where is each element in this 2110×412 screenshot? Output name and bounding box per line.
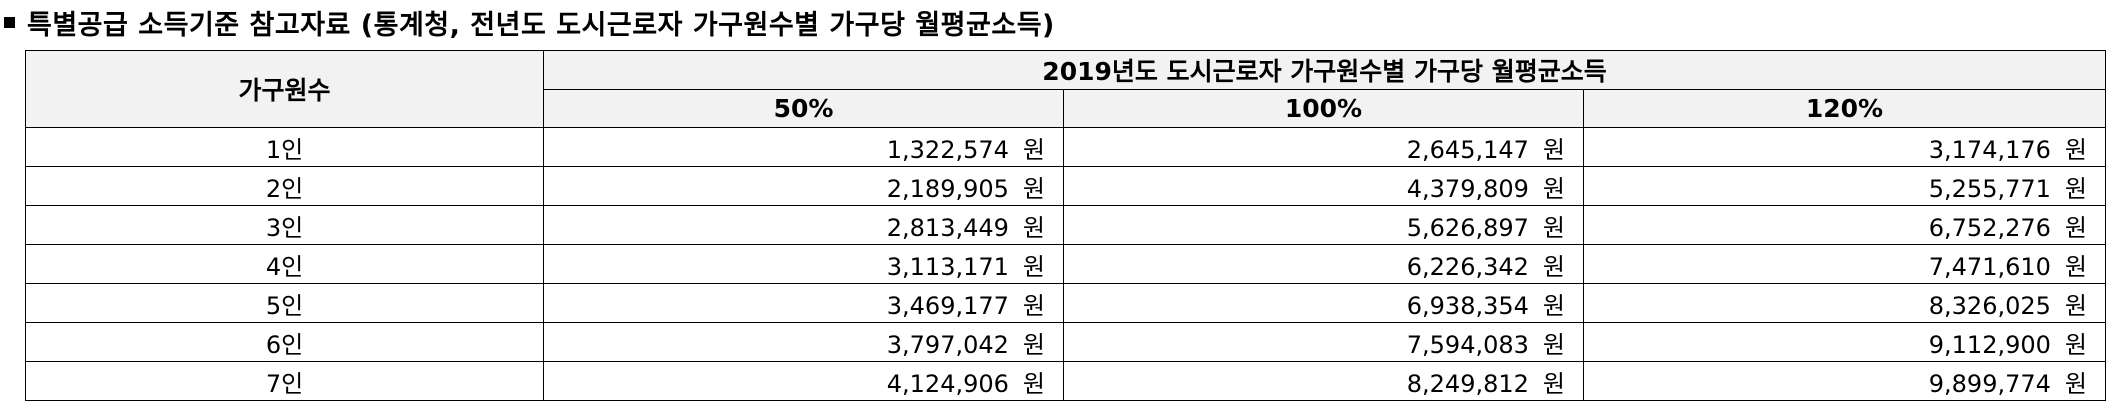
income-cell: 7,594,083 원	[1063, 322, 1584, 362]
income-group-header: 2019년도 도시근로자 가구원수별 가구당 월평균소득	[543, 50, 2106, 90]
header-row-group: 가구원수 2019년도 도시근로자 가구원수별 가구당 월평균소득	[25, 50, 2106, 128]
income-amount: 7,471,610	[1928, 252, 2051, 281]
currency-unit: 원	[1022, 291, 1045, 320]
household-size-cell: 5인	[25, 283, 544, 323]
table-row: 1인 1,322,574 원 2,645,147 원 3,174,176 원	[25, 127, 2106, 167]
income-cell: 8,326,025 원	[1583, 283, 2106, 323]
income-cell: 7,471,610 원	[1583, 244, 2106, 284]
household-size-cell: 3인	[25, 205, 544, 245]
income-cell: 4,379,809 원	[1063, 166, 1584, 206]
income-amount: 9,899,774	[1928, 369, 2051, 398]
income-amount: 6,752,276	[1928, 213, 2051, 242]
income-cell: 6,938,354 원	[1063, 283, 1584, 323]
page-title: 특별공급 소득기준 참고자료 (통계청, 전년도 도시근로자 가구원수별 가구당…	[27, 9, 1055, 41]
income-cell: 2,189,905 원	[543, 166, 1064, 206]
income-cell: 3,113,171 원	[543, 244, 1064, 284]
pct-header-120: 120%	[1583, 89, 2106, 128]
currency-unit: 원	[1022, 330, 1045, 359]
currency-unit: 원	[2064, 252, 2087, 281]
table-body: 1인 1,322,574 원 2,645,147 원 3,174,176 원 2인 2,189,…	[25, 127, 2106, 401]
income-cell: 3,469,177 원	[543, 283, 1064, 323]
income-amount: 5,255,771	[1928, 174, 2051, 203]
income-amount: 5,626,897	[1406, 213, 1529, 242]
income-amount: 3,797,042	[886, 330, 1009, 359]
pct-header-50: 50%	[543, 89, 1064, 128]
currency-unit: 원	[1022, 213, 1045, 242]
household-size-cell: 4인	[25, 244, 544, 284]
income-cell: 9,899,774 원	[1583, 361, 2106, 401]
title-row: 특별공급 소득기준 참고자료 (통계청, 전년도 도시근로자 가구원수별 가구당…	[4, 2, 1055, 42]
income-amount: 4,379,809	[1406, 174, 1529, 203]
income-cell: 1,322,574 원	[543, 127, 1064, 167]
table-row: 5인 3,469,177 원 6,938,354 원 8,326,025 원	[25, 283, 2106, 323]
currency-unit: 원	[2064, 135, 2087, 164]
income-amount: 6,938,354	[1406, 291, 1529, 320]
table-row: 7인 4,124,906 원 8,249,812 원 9,899,774 원	[25, 361, 2106, 401]
currency-unit: 원	[1542, 369, 1565, 398]
income-cell: 4,124,906 원	[543, 361, 1064, 401]
income-amount: 6,226,342	[1406, 252, 1529, 281]
currency-unit: 원	[1542, 174, 1565, 203]
income-cell: 6,752,276 원	[1583, 205, 2106, 245]
income-cell: 5,626,897 원	[1063, 205, 1584, 245]
currency-unit: 원	[1022, 135, 1045, 164]
household-size-header: 가구원수	[25, 50, 544, 128]
income-amount: 3,469,177	[886, 291, 1009, 320]
income-table: 가구원수 2019년도 도시근로자 가구원수별 가구당 월평균소득 50% 10…	[25, 50, 2106, 401]
currency-unit: 원	[2064, 330, 2087, 359]
income-amount: 8,326,025	[1928, 291, 2051, 320]
income-cell: 2,813,449 원	[543, 205, 1064, 245]
income-amount: 2,813,449	[886, 213, 1009, 242]
household-size-cell: 7인	[25, 361, 544, 401]
pct-header-100: 100%	[1063, 89, 1584, 128]
income-cell: 8,249,812 원	[1063, 361, 1584, 401]
currency-unit: 원	[2064, 213, 2087, 242]
income-amount: 2,189,905	[886, 174, 1009, 203]
income-amount: 7,594,083	[1406, 330, 1529, 359]
income-cell: 3,797,042 원	[543, 322, 1064, 362]
income-amount: 4,124,906	[886, 369, 1009, 398]
income-amount: 3,174,176	[1928, 135, 2051, 164]
currency-unit: 원	[2064, 174, 2087, 203]
income-cell: 3,174,176 원	[1583, 127, 2106, 167]
income-amount: 2,645,147	[1406, 135, 1529, 164]
income-cell: 9,112,900 원	[1583, 322, 2106, 362]
currency-unit: 원	[1022, 369, 1045, 398]
currency-unit: 원	[2064, 291, 2087, 320]
household-size-cell: 6인	[25, 322, 544, 362]
currency-unit: 원	[1022, 174, 1045, 203]
income-amount: 9,112,900	[1928, 330, 2051, 359]
currency-unit: 원	[1022, 252, 1045, 281]
income-cell: 2,645,147 원	[1063, 127, 1584, 167]
household-size-cell: 2인	[25, 166, 544, 206]
table-row: 6인 3,797,042 원 7,594,083 원 9,112,900 원	[25, 322, 2106, 362]
currency-unit: 원	[1542, 135, 1565, 164]
table-row: 3인 2,813,449 원 5,626,897 원 6,752,276 원	[25, 205, 2106, 245]
income-cell: 6,226,342 원	[1063, 244, 1584, 284]
household-size-cell: 1인	[25, 127, 544, 167]
currency-unit: 원	[1542, 252, 1565, 281]
currency-unit: 원	[1542, 213, 1565, 242]
table-row: 2인 2,189,905 원 4,379,809 원 5,255,771 원	[25, 166, 2106, 206]
income-cell: 5,255,771 원	[1583, 166, 2106, 206]
square-bullet-icon	[4, 16, 15, 28]
header-row-percent: 50% 100% 120%	[26, 89, 2106, 128]
currency-unit: 원	[1542, 291, 1565, 320]
income-amount: 3,113,171	[886, 252, 1009, 281]
currency-unit: 원	[1542, 330, 1565, 359]
income-amount: 1,322,574	[886, 135, 1009, 164]
currency-unit: 원	[2064, 369, 2087, 398]
income-amount: 8,249,812	[1406, 369, 1529, 398]
table-row: 4인 3,113,171 원 6,226,342 원 7,471,610 원	[25, 244, 2106, 284]
